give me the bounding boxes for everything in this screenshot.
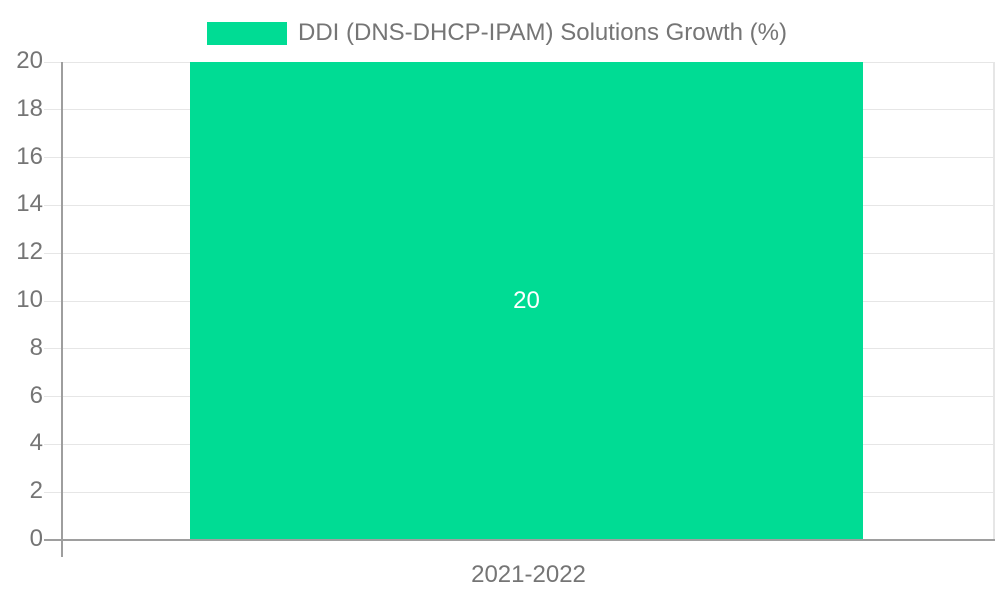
y-tick-label: 14 bbox=[16, 190, 43, 218]
legend-label: DDI (DNS-DHCP-IPAM) Solutions Growth (%) bbox=[298, 19, 787, 46]
bar-2021-2022[interactable]: 20 bbox=[190, 62, 863, 540]
y-tick-label: 8 bbox=[29, 333, 43, 361]
x-axis-baseline bbox=[44, 539, 995, 541]
y-tick-label: 12 bbox=[16, 238, 43, 266]
y-tick-label: 6 bbox=[29, 381, 43, 409]
legend: DDI (DNS-DHCP-IPAM) Solutions Growth (%) bbox=[207, 19, 787, 47]
y-tick-label: 2 bbox=[29, 477, 43, 505]
y-tick-label: 20 bbox=[16, 46, 43, 74]
y-tick-label: 10 bbox=[16, 285, 43, 313]
y-tick-label: 18 bbox=[16, 94, 43, 122]
y-tick-label: 16 bbox=[16, 142, 43, 170]
legend-swatch bbox=[207, 21, 287, 45]
bar-value-label: 20 bbox=[513, 287, 540, 314]
y-tick-label: 0 bbox=[29, 524, 43, 552]
x-axis-label: 2021-2022 bbox=[471, 561, 586, 588]
y-tick-label: 4 bbox=[29, 429, 43, 457]
plot-right-border bbox=[993, 62, 995, 540]
y-axis-line bbox=[61, 62, 63, 557]
